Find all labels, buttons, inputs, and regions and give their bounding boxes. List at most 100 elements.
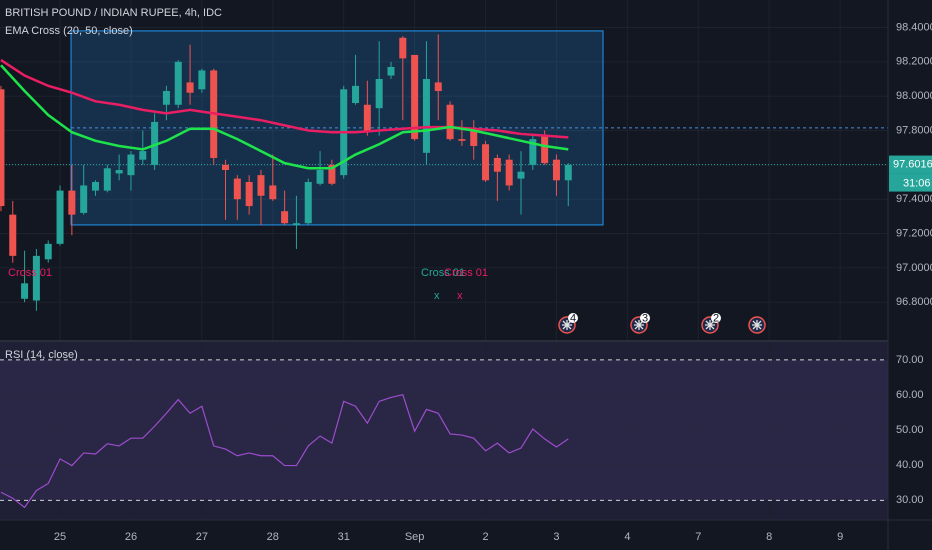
candle-body <box>32 255 40 301</box>
candle-body <box>245 182 253 207</box>
candle-body <box>328 164 336 184</box>
candle-body <box>127 154 135 176</box>
chart-title: BRITISH POUND / INDIAN RUPEE, 4h, IDC <box>5 7 222 19</box>
candle-body <box>387 66 395 76</box>
x-tick-label: 28 <box>267 531 279 543</box>
y-tick-label: 98.4000 <box>896 21 932 33</box>
y-tick-label: 98.2000 <box>896 56 932 68</box>
y-tick-label: 97.8000 <box>896 124 932 136</box>
x-tick-label: 3 <box>553 531 559 543</box>
event-badge <box>640 313 650 323</box>
x-tick-label: 26 <box>125 531 137 543</box>
y-tick-label: 30.00 <box>896 494 924 506</box>
candle-body <box>269 185 277 200</box>
candle-body <box>198 70 206 90</box>
candle-body <box>552 159 560 181</box>
candle-body <box>257 175 265 196</box>
candle-body <box>482 144 490 181</box>
candle-body <box>92 182 100 191</box>
y-tick-label: 70.00 <box>896 354 924 366</box>
candle-body <box>174 61 182 105</box>
plot-layer: 4 3 2 <box>0 0 888 520</box>
candle-body <box>9 214 17 256</box>
flag-icon <box>562 320 572 330</box>
x-tick-label: 27 <box>196 531 208 543</box>
candle-body <box>186 82 194 93</box>
event-badge-label: 3 <box>642 312 648 324</box>
candle-body <box>304 182 312 224</box>
event-badge <box>568 313 578 323</box>
candle-body <box>139 151 147 160</box>
candle-body <box>103 168 111 191</box>
annotation: Cross 01 <box>444 267 488 279</box>
rsi-line <box>0 393 569 509</box>
y-tick-label: 40.00 <box>896 459 924 471</box>
candle-body <box>352 85 360 104</box>
candle-body <box>115 170 123 174</box>
annotation: Cross 01 <box>8 267 52 279</box>
x-tick-label: 2 <box>482 531 488 543</box>
rsi-title: RSI (14, close) <box>5 349 78 361</box>
x-tick-label: 7 <box>695 531 701 543</box>
countdown-label: 31:06 <box>903 177 931 189</box>
candle-body <box>80 185 88 213</box>
flag-icon <box>634 320 644 330</box>
rsi-band <box>0 359 888 501</box>
candle-body <box>434 82 442 92</box>
candle-body <box>375 78 383 109</box>
candle-body <box>446 104 454 140</box>
candle-body <box>505 159 513 186</box>
candle-body <box>68 190 76 215</box>
last-price-label: 97.6016 <box>893 158 932 170</box>
y-tick-label: 50.00 <box>896 424 924 436</box>
y-tick-label: 97.2000 <box>896 227 932 239</box>
rsi-pane <box>0 342 888 520</box>
x-tick-label: 8 <box>766 531 772 543</box>
candle-body <box>56 190 64 244</box>
event-badge <box>711 313 721 323</box>
candle-body <box>493 157 501 172</box>
candle-body <box>422 78 430 153</box>
event-badge-label: 4 <box>570 312 576 324</box>
candle-body <box>529 139 537 165</box>
candle-body <box>162 91 170 105</box>
candle-body <box>564 164 572 181</box>
annotation: x <box>434 290 440 302</box>
y-tick-label: 97.4000 <box>896 193 932 205</box>
y-tick-label: 97.0000 <box>896 262 932 274</box>
annotation: x <box>457 290 463 302</box>
candle-body <box>470 128 478 146</box>
candle-body <box>292 223 300 225</box>
candle-body <box>411 54 419 140</box>
candle-body <box>399 37 407 59</box>
candle-body <box>541 135 549 164</box>
y-tick-label: 98.0000 <box>896 90 932 102</box>
y-tick-label: 96.8000 <box>896 296 932 308</box>
x-tick-label: 9 <box>837 531 843 543</box>
ema-line <box>0 59 569 139</box>
candle-body <box>44 243 52 260</box>
flag-icon <box>752 320 762 330</box>
candle-body <box>281 211 289 224</box>
y-tick-label: 60.00 <box>896 389 924 401</box>
candle-body <box>233 178 241 200</box>
last-price-tag <box>889 155 932 174</box>
annotation: Cross 01 <box>421 267 465 279</box>
x-tick-label: 31 <box>338 531 350 543</box>
candle-body <box>0 89 5 207</box>
x-tick-label: 4 <box>624 531 630 543</box>
candle-body <box>222 164 230 170</box>
flag-icon <box>705 320 715 330</box>
candle-body <box>517 171 525 179</box>
candle-body <box>363 104 371 133</box>
countdown-tag <box>889 173 932 192</box>
candle-body <box>316 170 324 184</box>
candle-body <box>21 283 29 299</box>
ema-line <box>0 64 569 170</box>
x-tick-label: 25 <box>54 531 66 543</box>
x-tick-label: Sep <box>405 531 425 543</box>
candle-body <box>458 139 466 141</box>
event-badge-label: 2 <box>713 312 719 324</box>
